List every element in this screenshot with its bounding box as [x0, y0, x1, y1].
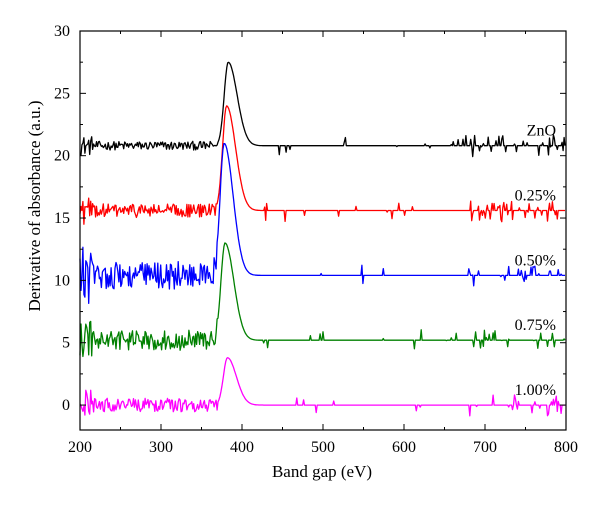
- y-tick-label: 5: [62, 335, 70, 352]
- y-tick-label: 0: [62, 397, 70, 414]
- x-tick-label: 300: [149, 439, 173, 456]
- y-axis-title: Derivative of absorbance (a.u.): [25, 101, 44, 312]
- x-tick-label: 500: [311, 439, 335, 456]
- x-tick-label: 800: [554, 439, 578, 456]
- series-line-2: [79, 105, 565, 225]
- y-tick-label: 30: [54, 23, 70, 40]
- x-axis-title: Band gap (eV): [272, 462, 372, 481]
- x-tick-label: 700: [473, 439, 497, 456]
- y-tick-label: 10: [54, 272, 70, 289]
- series-label-3: 0.50%: [515, 252, 556, 269]
- series-label-4: 0.75%: [515, 317, 556, 334]
- series-line-4: [79, 242, 566, 358]
- series-line-1: [79, 61, 566, 158]
- x-tick-label: 200: [68, 439, 92, 456]
- y-tick-label: 15: [54, 210, 70, 227]
- series-label-2: 0.25%: [515, 188, 556, 205]
- series-label-5: 1.00%: [515, 382, 556, 399]
- y-tick-label: 25: [54, 85, 70, 102]
- x-tick-label: 600: [392, 439, 416, 456]
- series-line-5: [79, 357, 565, 417]
- axes-layer: 200 300 400 500 600 700 800 0 5 10 15 20 25 30: [54, 23, 578, 456]
- series-label-1: ZnO: [527, 123, 556, 140]
- y-tick-label: 20: [54, 148, 70, 165]
- plot-frame: [79, 30, 567, 431]
- series-layer: ZnO 0.25% 0.50% 0.75% 1.00%: [79, 61, 566, 417]
- x-tick-label: 400: [230, 439, 254, 456]
- series-line-3: [79, 142, 565, 304]
